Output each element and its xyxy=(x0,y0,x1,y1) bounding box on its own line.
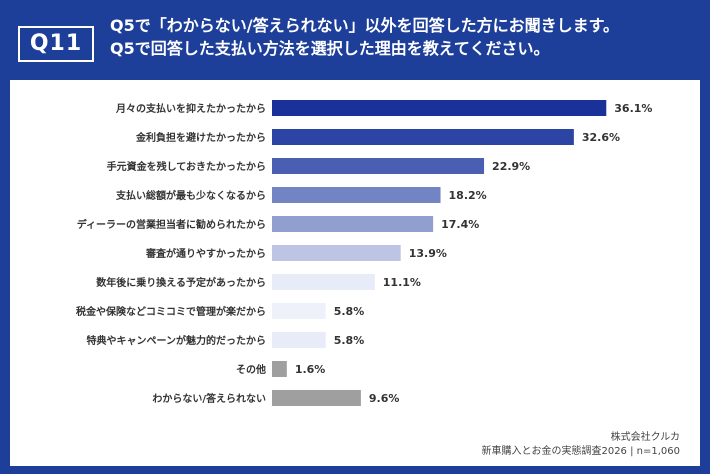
bar xyxy=(272,274,375,290)
bar xyxy=(272,129,574,145)
chart-panel: 月々の支払いを抑えたかったから 36.1% 金利負担を避けたかったから 32.6% 手元… xyxy=(10,80,700,466)
category-label: 月々の支払いを抑えたかったから xyxy=(115,102,266,115)
bar-chart: 月々の支払いを抑えたかったから 36.1% 金利負担を避けたかったから 32.6% 手元… xyxy=(76,100,652,406)
bar xyxy=(272,216,434,232)
category-label: 金利負担を避けたかったから xyxy=(135,131,266,144)
bar xyxy=(272,100,607,116)
value-label: 32.6% xyxy=(582,131,620,144)
bar xyxy=(272,158,485,174)
bar xyxy=(272,303,326,319)
question-header: Q11 Q5で「わからない/答えられない」以外を回答した方にお聞きします。 Q5… xyxy=(0,0,710,76)
question-number-badge: Q11 xyxy=(18,26,94,62)
value-label: 13.9% xyxy=(409,247,447,260)
value-label: 5.8% xyxy=(334,305,365,318)
category-label: 特典やキャンペーンが魅力的だったから xyxy=(87,334,267,347)
category-label: 審査が通りやすかったから xyxy=(145,247,266,260)
value-label: 9.6% xyxy=(369,392,400,405)
value-label: 17.4% xyxy=(441,218,479,231)
value-label: 1.6% xyxy=(295,363,326,376)
value-label: 18.2% xyxy=(449,189,487,202)
category-label: 数年後に乗り換える予定があったから xyxy=(96,276,266,289)
value-label: 11.1% xyxy=(383,276,421,289)
source-credit: 株式会社クルカ 新車購入とお金の実態調査2026 | n=1,060 xyxy=(380,431,680,459)
bar xyxy=(272,187,441,203)
value-label: 5.8% xyxy=(334,334,365,347)
category-label: 税金や保険などコミコミで管理が楽だから xyxy=(76,305,266,318)
bar xyxy=(272,390,361,406)
survey-name: 新車購入とお金の実態調査2026 | n=1,060 xyxy=(481,446,680,457)
source-company: 株式会社クルカ xyxy=(610,432,680,443)
category-label: その他 xyxy=(236,363,266,376)
question-line-2: Q5で回答した支払い方法を選択した理由を教えてください。 xyxy=(110,39,550,58)
question-line-1: Q5で「わからない/答えられない」以外を回答した方にお聞きします。 xyxy=(110,16,619,35)
bar xyxy=(272,245,401,261)
category-label: ディーラーの営業担当者に勧められたから xyxy=(77,218,266,231)
bar xyxy=(272,361,287,377)
category-label: 支払い総額が最も少なくなるから xyxy=(115,189,266,202)
category-label: 手元資金を残しておきたかったから xyxy=(107,160,266,173)
question-text: Q5で「わからない/答えられない」以外を回答した方にお聞きします。 Q5で回答し… xyxy=(110,14,700,60)
bar xyxy=(272,332,326,348)
value-label: 22.9% xyxy=(492,160,530,173)
category-label: わからない/答えられない xyxy=(152,392,266,405)
value-label: 36.1% xyxy=(614,102,652,115)
